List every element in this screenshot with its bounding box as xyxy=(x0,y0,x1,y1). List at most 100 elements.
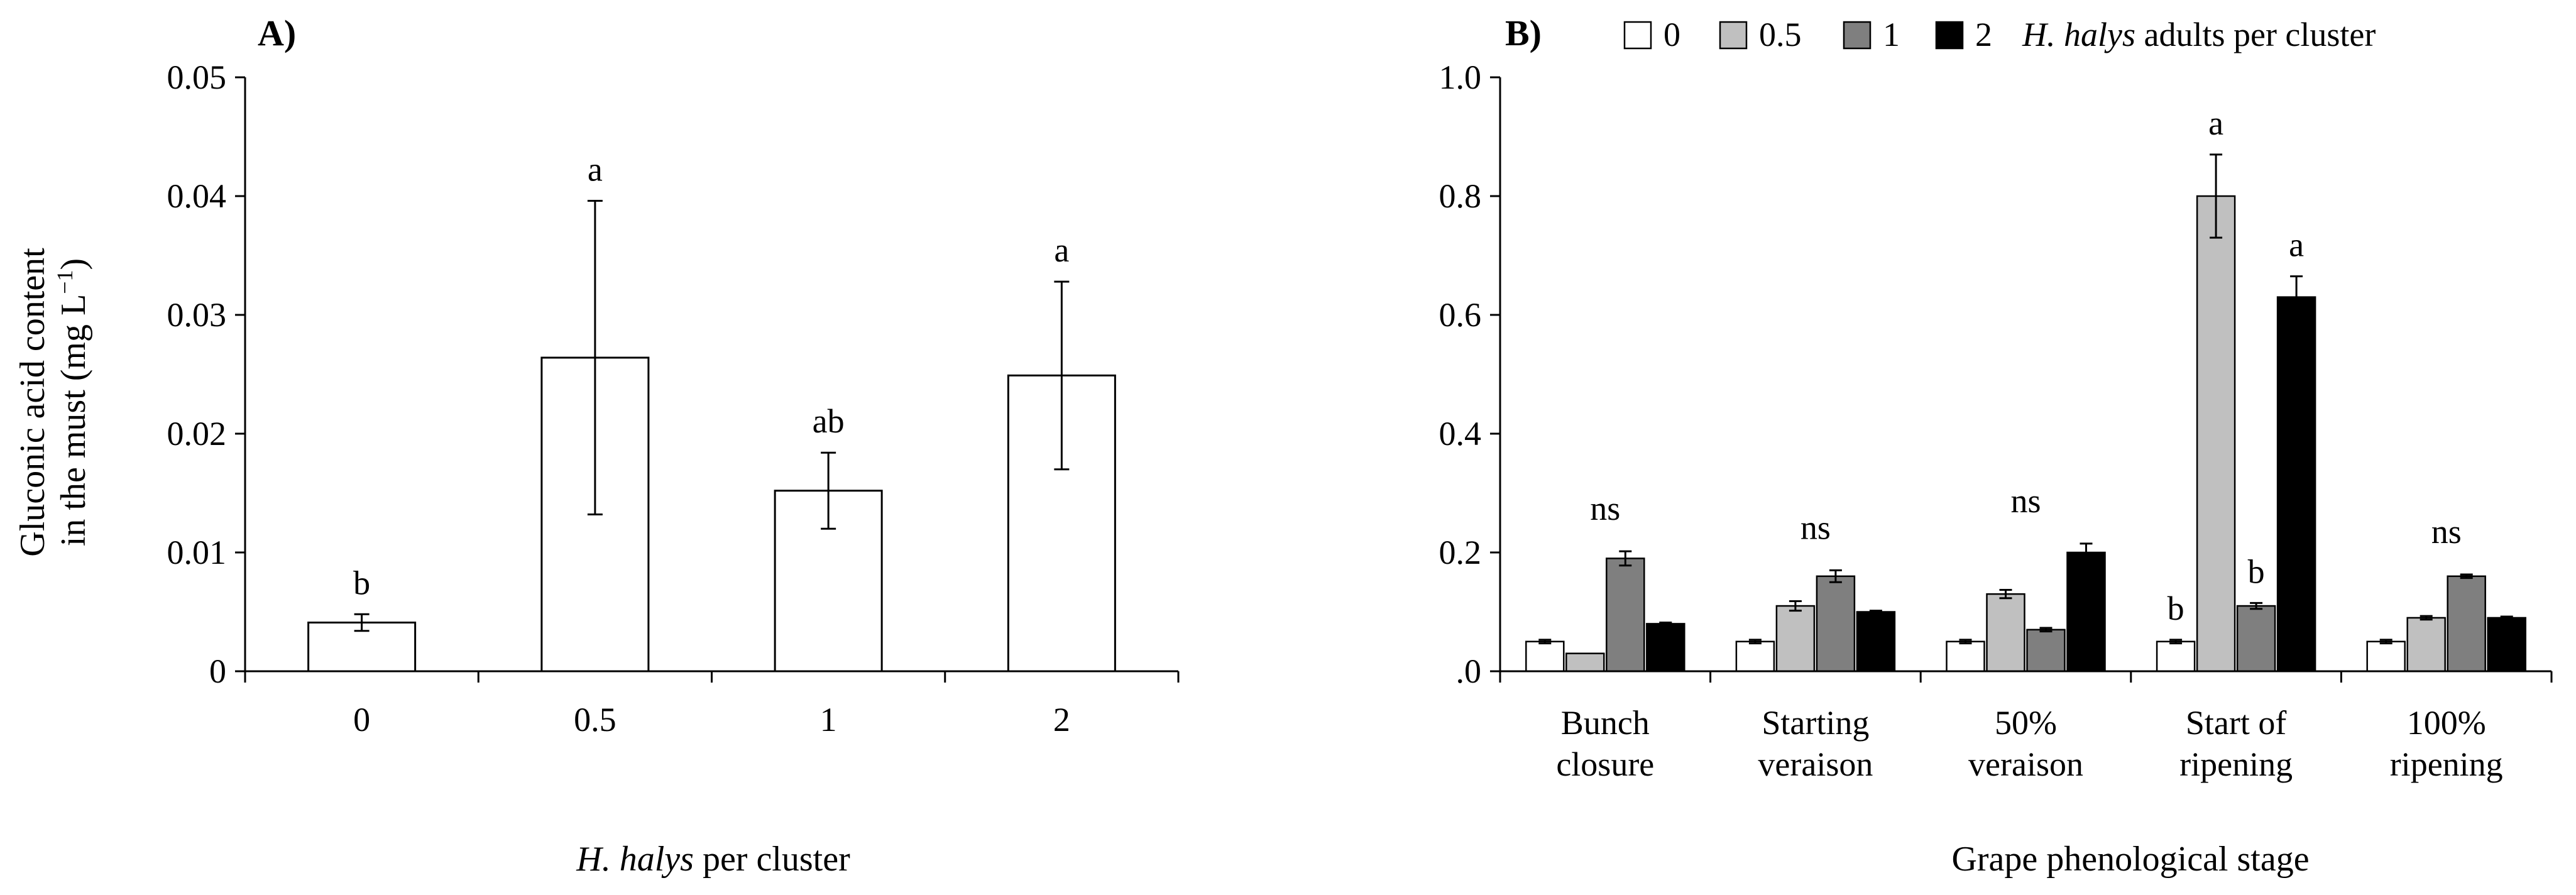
panel-a-y-ticks: 0 0.01 0.02 0.03 0.04 0.05 xyxy=(167,58,245,690)
panel-b-x-axis-title: Grape phenological stage xyxy=(1951,840,2309,879)
panel-b-bar xyxy=(2276,296,2316,673)
panel-b-legend-label: 2 xyxy=(1975,16,1992,53)
panel-b-x-tick-label: Bunch closure xyxy=(1556,704,1654,783)
panel-b-error-bar xyxy=(2460,573,2473,579)
panel-b-bars: ns ns ns ns b a b a xyxy=(1525,104,2526,673)
panel-b-error-bar xyxy=(2250,601,2263,610)
panel-b-error-bar xyxy=(1659,622,1672,626)
panel-b-legend-suffix: H. halys adults per cluster xyxy=(2022,16,2376,53)
panel-a-x-tick-label: 1 xyxy=(820,701,837,739)
panel-a-bar xyxy=(1007,374,1116,673)
panel-a-y-axis-title: Gluconic acid content in the must (mg L−… xyxy=(13,248,93,557)
panel-b-y-ticks: .0 0.2 0.4 0.6 0.8 1.0 xyxy=(1439,58,1500,690)
panel-a-y-tick-label: 0.01 xyxy=(167,534,227,571)
panel-a-x-axis-title: H. halys per cluster xyxy=(576,840,850,879)
panel-b-bar xyxy=(2026,629,2066,673)
panel-b-error-bar xyxy=(2039,627,2053,633)
panel-b-bar xyxy=(1856,611,1896,673)
panel-a: A) Gluconic acid content in the must (mg… xyxy=(13,13,1180,879)
panel-b-error-bar xyxy=(1538,639,1552,645)
panel-a-x-tick-label: 2 xyxy=(1053,701,1070,739)
panel-b-axes xyxy=(1499,77,2551,673)
panel-b-label: B) xyxy=(1505,13,1542,53)
panel-b-error-bar xyxy=(1999,589,2012,600)
panel-b-bar xyxy=(2487,617,2526,673)
panel-b-error-bar xyxy=(1748,639,1762,645)
panel-b-y-tick-label: 0.2 xyxy=(1439,534,1482,571)
panel-a-significance-label: b xyxy=(353,564,370,601)
panel-b-group-significance-label: ns xyxy=(2010,482,2041,520)
panel-b-bar xyxy=(1735,640,1775,673)
panel-b-error-bar xyxy=(2379,639,2392,645)
panel-b-error-bar xyxy=(2210,153,2223,239)
panel-b-legend-label: 0 xyxy=(1663,16,1680,53)
panel-b-error-bar xyxy=(1619,550,1632,567)
panel-b-error-bar xyxy=(1829,569,1842,583)
panel-a-x-ticks: 0 0.5 1 2 xyxy=(244,671,1180,739)
panel-b-bar xyxy=(2196,195,2236,673)
panel-a-bars: b a ab a xyxy=(307,151,1116,673)
panel-b-bar xyxy=(2406,617,2446,673)
panel-a-label: A) xyxy=(258,13,296,53)
panel-b-x-tick-label: Starting veraison xyxy=(1758,704,1873,783)
panel-a-y-tick-label: 0.05 xyxy=(167,58,227,96)
panel-b-y-tick-label: 0.8 xyxy=(1439,177,1482,215)
panel-a-error-bar xyxy=(1054,280,1070,471)
panel-b-bar xyxy=(1565,652,1605,673)
panel-b-error-bar xyxy=(2420,615,2433,621)
panel-b-error-bar xyxy=(2169,639,2183,645)
panel-b-legend-label: 0.5 xyxy=(1759,16,1802,53)
panel-b-bar xyxy=(2236,605,2276,673)
panel-b-error-bar xyxy=(1869,610,1882,614)
panel-b-x-tick-label: 50% veraison xyxy=(1968,704,2083,783)
panel-b-bar-significance-label: a xyxy=(2289,226,2304,264)
panel-a-significance-label: ab xyxy=(813,402,845,440)
panel-a-x-tick-label: 0.5 xyxy=(574,701,617,739)
panel-b-group-significance-label: ns xyxy=(1590,490,1620,527)
panel-b-bar xyxy=(2366,640,2406,673)
panel-a-y-tick-label: 0.04 xyxy=(167,177,227,215)
panel-b-bar xyxy=(1775,605,1816,673)
panel-b-x-tick-label: Start of ripening xyxy=(2179,704,2293,783)
panel-b-bar xyxy=(2447,575,2486,673)
panel-b-group-significance-label: ns xyxy=(2431,513,2462,551)
panel-b-bar-significance-label: b xyxy=(2168,590,2184,627)
panel-b-y-tick-label: 1.0 xyxy=(1439,58,1482,96)
panel-a-y-title-line1: Gluconic acid content xyxy=(13,248,52,557)
panel-a-axes xyxy=(244,77,1178,673)
panel-b-legend: 0 0.5 1 2 H. halys adults per cluster xyxy=(1623,16,2376,53)
panel-b-bar xyxy=(2066,551,2106,673)
panel-a-error-bar xyxy=(354,613,370,632)
panel-b-error-bar xyxy=(1959,639,1972,645)
panel-b-bar xyxy=(1816,575,1856,673)
panel-b-y-tick-label: .0 xyxy=(1456,652,1482,690)
panel-b-legend-swatch xyxy=(1843,21,1872,50)
panel-a-y-tick-label: 0.03 xyxy=(167,296,227,334)
panel-b-x-ticks: Bunch closure Starting veraison 50% veraison S… xyxy=(1499,671,2553,783)
panel-b-x-tick-label: 100% ripening xyxy=(2390,704,2503,783)
panel-b-error-bar xyxy=(1789,600,1802,612)
panel-b-error-bar xyxy=(2290,275,2303,319)
panel-b-group-significance-label: ns xyxy=(1800,508,1831,546)
panel-a-error-bar xyxy=(587,200,603,516)
panel-b-bar xyxy=(2156,640,2196,673)
panel-b-legend-swatch xyxy=(1719,21,1748,50)
panel-b-bar xyxy=(1525,640,1565,673)
panel-b-bar xyxy=(1986,593,2025,673)
panel-b-bar xyxy=(1946,640,1985,673)
panel-a-y-title-line2: in the must (mg L−1) xyxy=(52,258,93,546)
panel-b-legend-label: 1 xyxy=(1883,16,1900,53)
panel-b-legend-swatch xyxy=(1623,21,1652,50)
panel-b: B) 0 0.5 1 2 H. halys adults per cluster .0 0… xyxy=(1439,13,2553,879)
panel-b-legend-swatch xyxy=(1935,21,1964,50)
panel-b-y-tick-label: 0.6 xyxy=(1439,296,1482,334)
panel-a-y-tick-label: 0 xyxy=(209,652,226,690)
panel-b-bar xyxy=(1646,623,1685,673)
panel-a-error-bar xyxy=(821,451,836,530)
panel-a-significance-label: a xyxy=(588,151,603,189)
panel-b-error-bar xyxy=(2080,542,2093,563)
panel-b-bar-significance-label: b xyxy=(2248,552,2265,590)
panel-b-y-tick-label: 0.4 xyxy=(1439,415,1482,453)
